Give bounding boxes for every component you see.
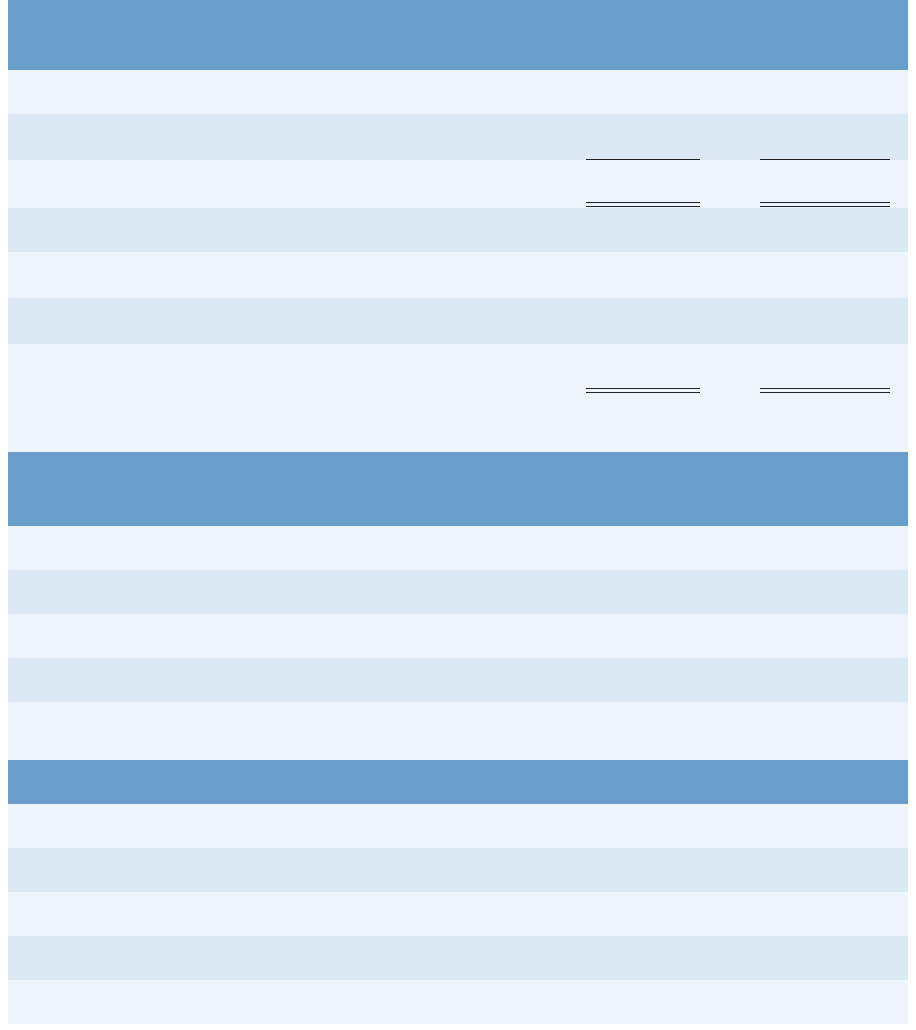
double-underline (760, 202, 890, 207)
section-header (8, 452, 908, 526)
underline (586, 159, 700, 160)
row-band (8, 208, 908, 252)
row-band (8, 980, 908, 1024)
row-band (8, 892, 908, 936)
row-band (8, 252, 908, 298)
row-band (8, 936, 908, 980)
row-band (8, 70, 908, 114)
section-header (8, 0, 908, 70)
row-band (8, 344, 908, 394)
row-band (8, 848, 908, 892)
spacer (8, 702, 908, 760)
row-band (8, 114, 908, 160)
row-band (8, 298, 908, 344)
row-band (8, 614, 908, 658)
double-underline (586, 388, 700, 393)
row-band (8, 570, 908, 614)
section-header (8, 760, 908, 804)
row-band (8, 160, 908, 208)
row-band (8, 526, 908, 570)
underline (760, 159, 890, 160)
double-underline (760, 388, 890, 393)
row-band (8, 658, 908, 702)
row-band (8, 804, 908, 848)
spacer (8, 394, 908, 452)
double-underline (586, 202, 700, 207)
